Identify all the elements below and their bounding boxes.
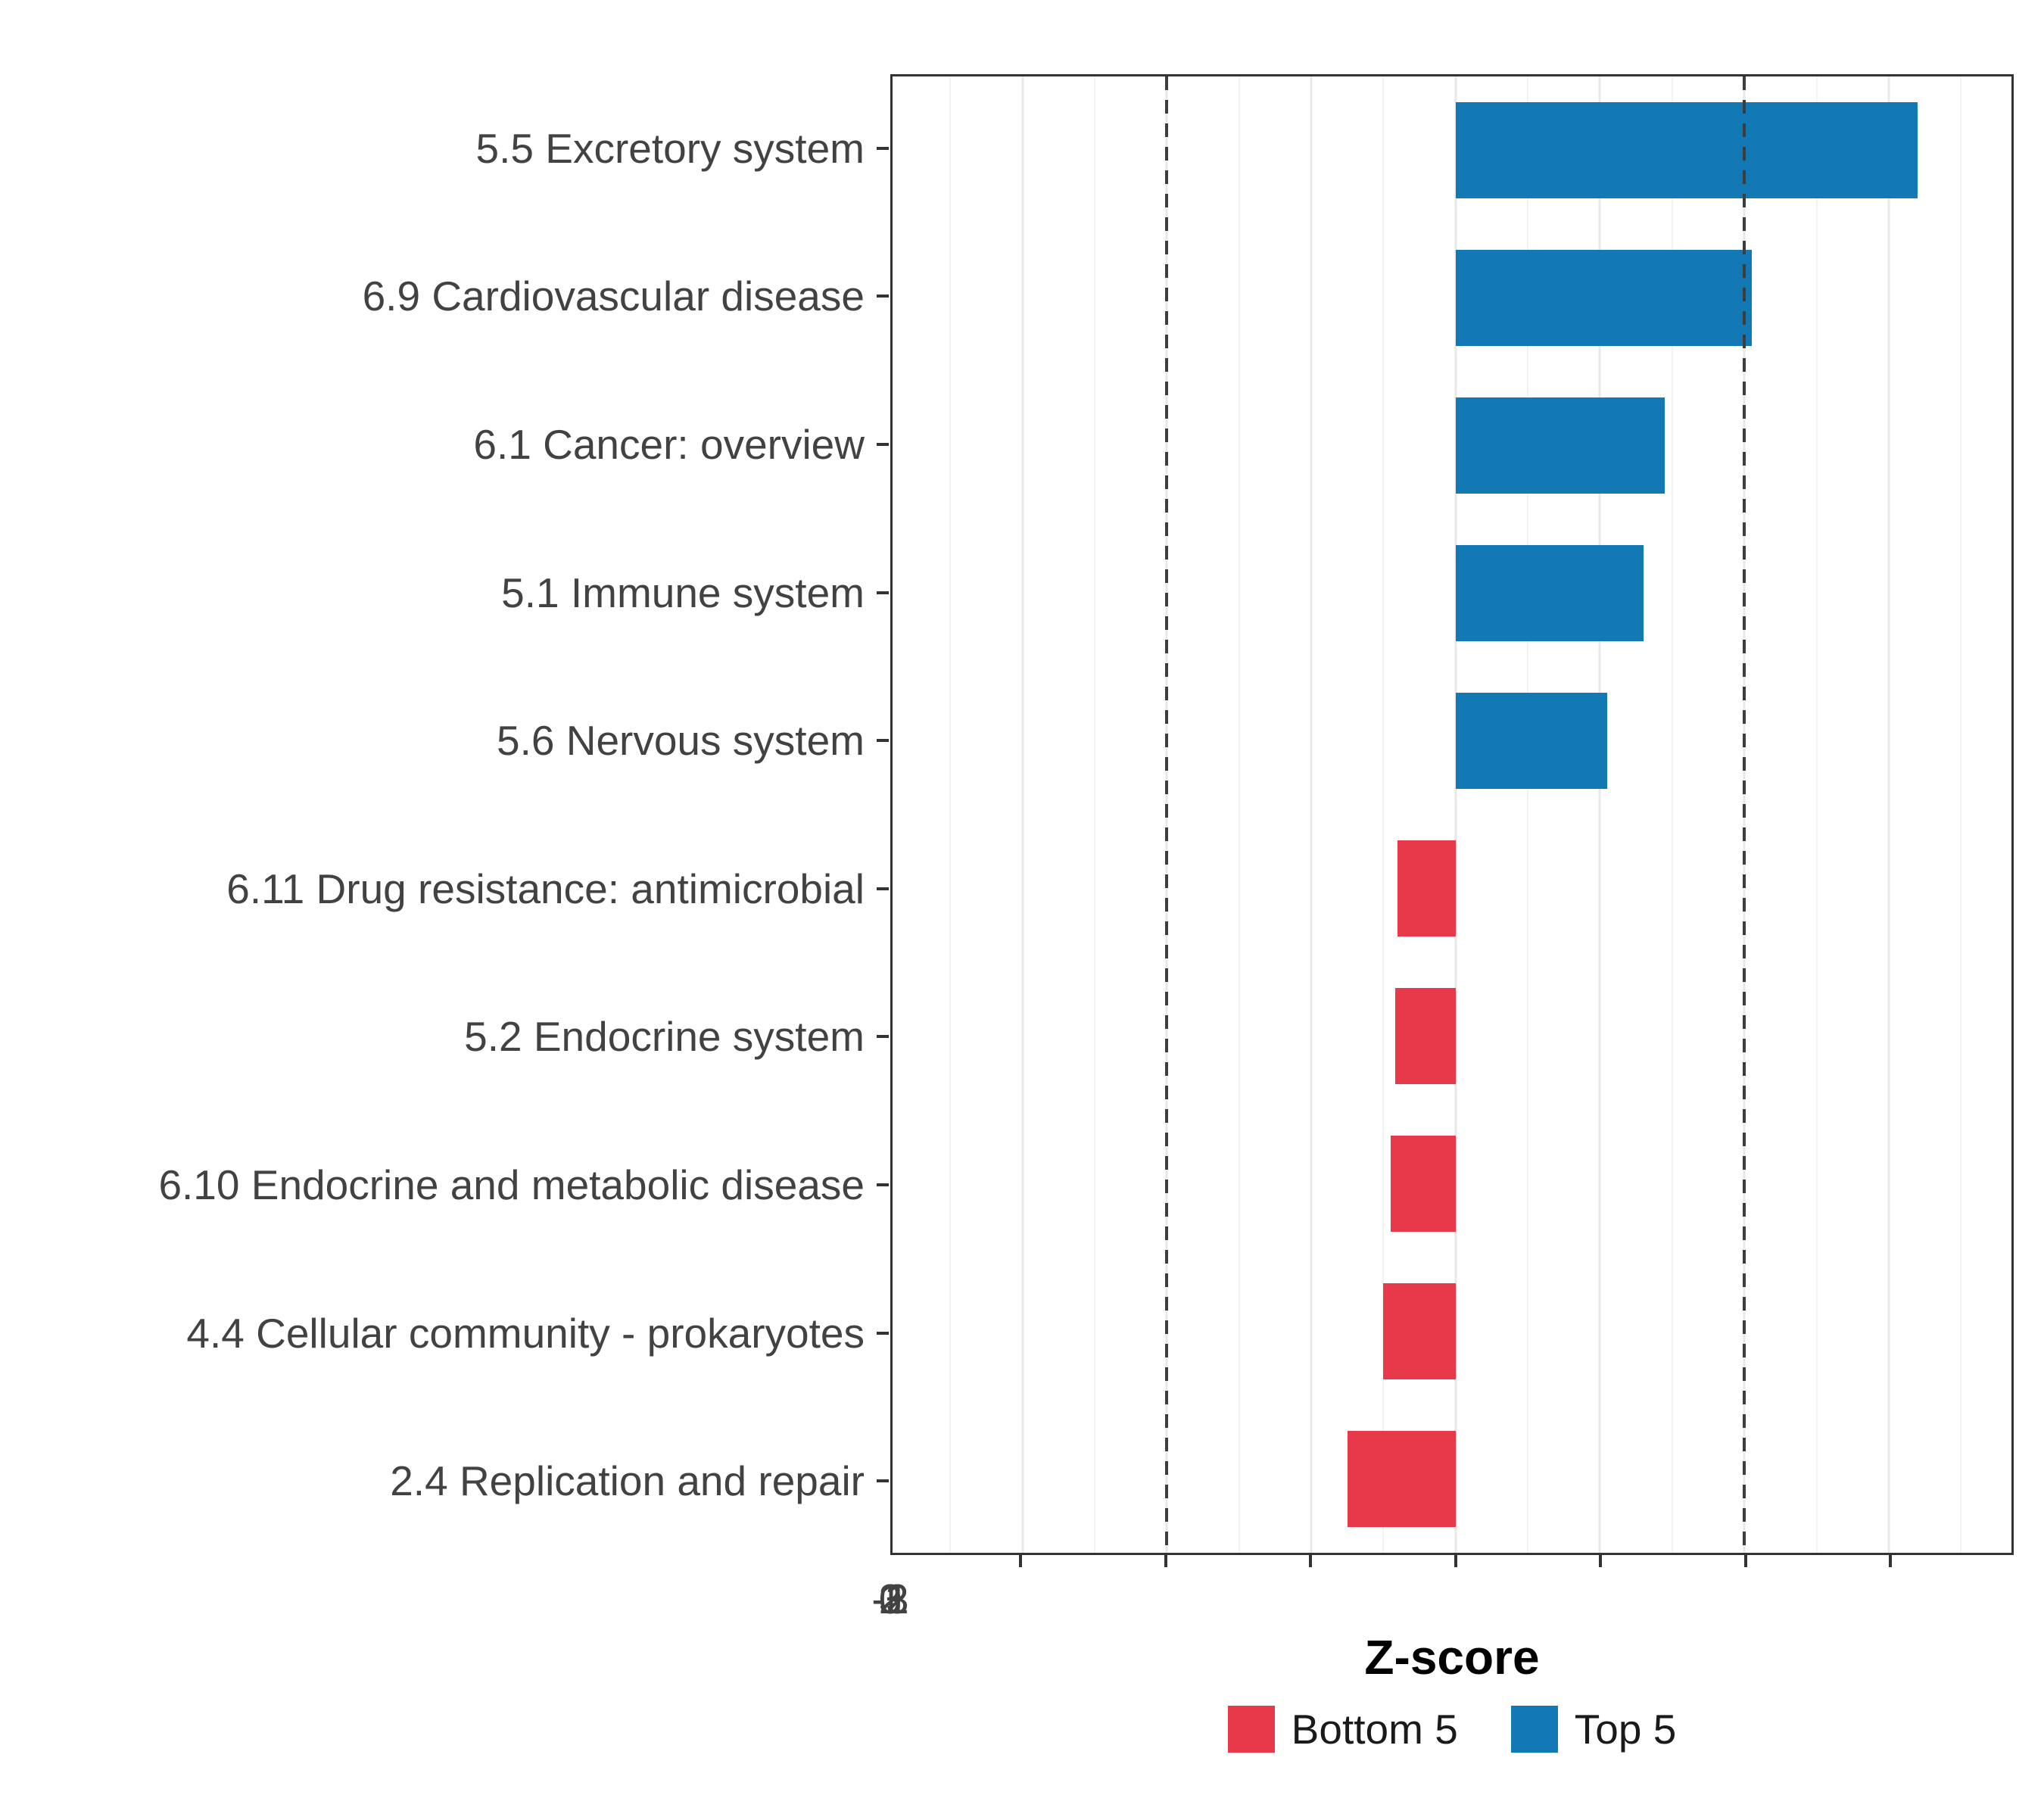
minor-gridline xyxy=(949,76,952,1553)
x-tick-mark xyxy=(1889,1555,1893,1567)
minor-gridline xyxy=(1671,76,1673,1553)
category-label-row: 6.10 Endocrine and metabolic disease xyxy=(0,1111,865,1259)
y-tick-mark xyxy=(877,295,889,298)
major-gridline xyxy=(1310,76,1313,1553)
x-tick-label: 2 xyxy=(878,1575,902,1622)
bar xyxy=(1455,693,1607,789)
x-axis: -3 -2 -1 0 1 2 3 xyxy=(872,1555,2014,1646)
x-tick-label: -1 xyxy=(871,1575,909,1622)
y-tick-mark xyxy=(877,887,889,890)
category-label-row: 2.4 Replication and repair xyxy=(0,1407,865,1555)
y-tick-mark xyxy=(877,1331,889,1335)
minor-gridline xyxy=(1815,76,1818,1553)
legend-swatch-top-5 xyxy=(1510,1706,1558,1753)
y-tick-mark xyxy=(877,146,889,150)
category-label: 5.5 Excretory system xyxy=(475,124,865,172)
bar xyxy=(1455,102,1918,198)
category-label: 6.1 Cancer: overview xyxy=(473,420,865,468)
category-label-row: 6.9 Cardiovascular disease xyxy=(0,223,865,371)
legend-item: Bottom 5 xyxy=(1227,1705,1458,1753)
x-tick-mark xyxy=(1743,1555,1747,1567)
minor-gridline xyxy=(1527,76,1529,1553)
y-tick-mark xyxy=(877,1183,889,1186)
x-tick-label: -2 xyxy=(871,1575,909,1622)
threshold-dashed-line xyxy=(1165,76,1169,1553)
major-gridline xyxy=(1021,76,1024,1553)
category-label-row: 5.5 Excretory system xyxy=(0,74,865,223)
category-label: 4.4 Cellular community - prokaryotes xyxy=(186,1309,865,1357)
x-tick-label: 3 xyxy=(878,1575,902,1622)
x-tick-mark xyxy=(1599,1555,1603,1567)
category-label: 5.2 Endocrine system xyxy=(464,1013,865,1061)
category-label-row: 6.11 Drug resistance: antimicrobial xyxy=(0,815,865,963)
legend-label: Bottom 5 xyxy=(1291,1706,1458,1753)
bar xyxy=(1397,840,1456,937)
category-label: 2.4 Replication and repair xyxy=(390,1457,865,1505)
x-tick-mark xyxy=(1454,1555,1457,1567)
y-tick-mark xyxy=(877,739,889,743)
minor-gridline xyxy=(1382,76,1385,1553)
y-tick-mark xyxy=(877,1035,889,1039)
category-label-row: 5.2 Endocrine system xyxy=(0,963,865,1111)
legend: Bottom 5 Top 5 xyxy=(890,1705,2014,1753)
major-gridline xyxy=(1454,76,1457,1553)
category-label-row: 5.1 Immune system xyxy=(0,519,865,667)
bar xyxy=(1455,545,1644,641)
y-tick-mark xyxy=(877,443,889,446)
minor-gridline xyxy=(1238,76,1240,1553)
y-tick-mark xyxy=(877,591,889,594)
x-tick-label: 0 xyxy=(878,1575,902,1622)
x-tick-mark xyxy=(1164,1555,1167,1567)
bar xyxy=(1390,1136,1456,1232)
category-label: 6.11 Drug resistance: antimicrobial xyxy=(226,865,865,912)
category-label: 5.6 Nervous system xyxy=(496,717,865,765)
category-label: 5.1 Immune system xyxy=(501,569,865,616)
major-gridline xyxy=(1887,76,1890,1553)
category-label-row: 6.1 Cancer: overview xyxy=(0,370,865,519)
threshold-dashed-line xyxy=(1743,76,1746,1553)
category-label-row: 4.4 Cellular community - prokaryotes xyxy=(0,1259,865,1407)
x-tick-mark xyxy=(1019,1555,1023,1567)
category-label: 6.10 Endocrine and metabolic disease xyxy=(158,1161,865,1208)
x-tick-label: -3 xyxy=(871,1575,909,1622)
legend-label: Top 5 xyxy=(1574,1706,1677,1753)
category-label-row: 5.6 Nervous system xyxy=(0,666,865,815)
y-tick-mark xyxy=(877,1479,889,1483)
minor-gridline xyxy=(1960,76,1962,1553)
bar xyxy=(1394,988,1456,1084)
major-gridline xyxy=(1598,76,1601,1553)
legend-item: Top 5 xyxy=(1510,1705,1677,1753)
y-axis-ticks xyxy=(877,74,889,1555)
bar xyxy=(1455,397,1665,494)
bar xyxy=(1455,250,1752,346)
x-tick-label: 1 xyxy=(878,1575,902,1622)
minor-gridline xyxy=(1093,76,1095,1553)
plot-panel xyxy=(890,74,2014,1555)
bar xyxy=(1347,1431,1456,1527)
bar xyxy=(1383,1283,1456,1379)
x-tick-mark xyxy=(1309,1555,1313,1567)
legend-swatch-bottom-5 xyxy=(1227,1706,1275,1753)
y-axis-labels: 5.5 Excretory system 6.9 Cardiovascular d… xyxy=(0,74,865,1555)
x-axis-title: Z-score xyxy=(1364,1630,1540,1685)
category-label: 6.9 Cardiovascular disease xyxy=(362,273,865,320)
